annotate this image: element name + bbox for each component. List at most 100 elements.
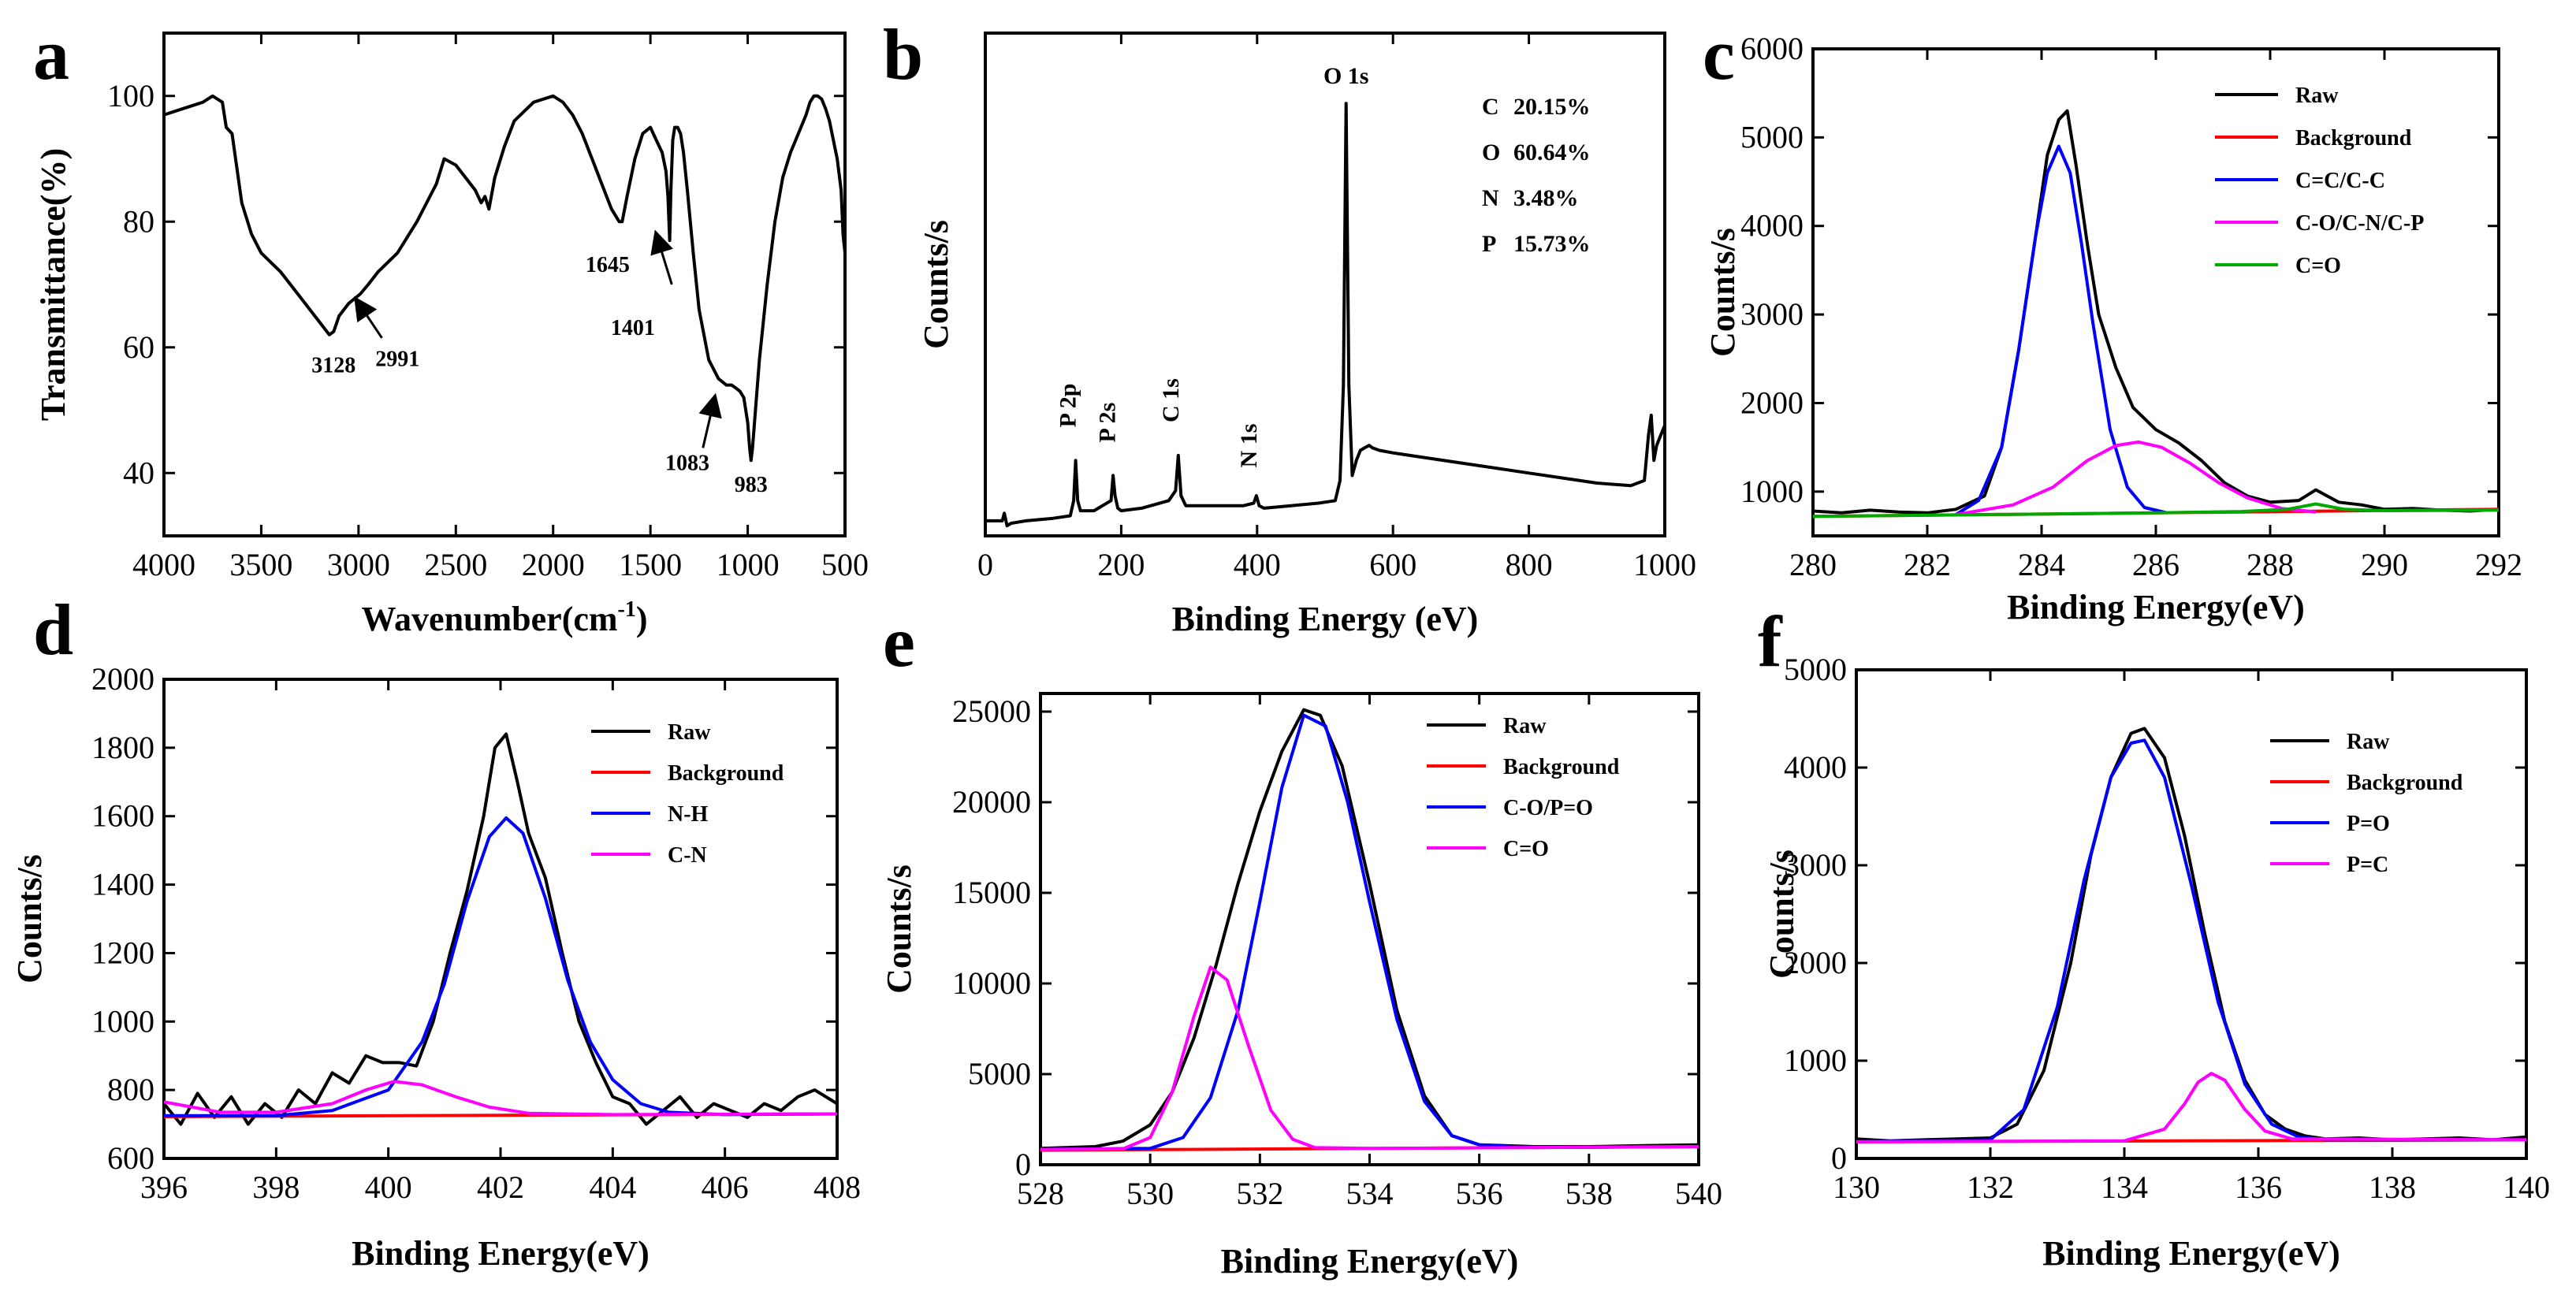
panel-c: c 280 282 284 286 288 290 292 1000 2000 3000 4000 50…	[1703, 14, 2522, 626]
composition-value: 3.48%	[1513, 185, 1579, 211]
panel-letter-f: f	[1758, 601, 1783, 682]
annotation-arrow	[650, 229, 673, 285]
y-tick-label: 15000	[952, 875, 1031, 910]
x-tick-label: 528	[1017, 1176, 1064, 1211]
legend-label: C-O/P=O	[1503, 796, 1593, 820]
y-tick-label: 1000	[1740, 474, 1804, 509]
y-tick-label: 1400	[91, 867, 154, 902]
x-tick-label: 406	[702, 1169, 749, 1205]
x-tick-label: 536	[1456, 1176, 1503, 1211]
composition-element: O	[1482, 139, 1500, 165]
y-tick-label: 3000	[1740, 296, 1804, 332]
y-tick-label: 20000	[952, 784, 1031, 820]
series-group	[985, 102, 1665, 528]
annotation-arrow	[354, 296, 383, 339]
x-tick-label: 400	[1234, 547, 1281, 582]
legend-label: C=O	[1503, 837, 1549, 861]
series-group	[1856, 727, 2526, 1143]
y-tick-label: 0	[1831, 1140, 1847, 1176]
x-tick-label: 1000	[717, 547, 780, 582]
y-axis-title: Counts/s	[1703, 228, 1742, 357]
panel-letter-d: d	[33, 589, 73, 670]
annotation-arrow	[698, 392, 722, 448]
panel-letter-b: b	[883, 14, 923, 95]
y-tick-label: 4000	[1784, 749, 1847, 785]
x-tick-label: 4000	[132, 547, 195, 582]
legend-label: C=O	[2295, 254, 2341, 278]
legend-label: Background	[668, 761, 784, 786]
series-group	[1813, 109, 2499, 519]
y-tick-label: 3000	[1784, 847, 1847, 883]
y-tick-label: 2000	[1784, 945, 1847, 980]
y-tick-label: 100	[107, 78, 154, 113]
y-tick-label: 6000	[1740, 31, 1804, 66]
peak-label: O 1s	[1323, 63, 1369, 89]
y-axis-title: Counts/s	[880, 864, 918, 994]
y-tick-label: 10000	[952, 965, 1031, 1001]
peak-label: N 1s	[1236, 424, 1262, 468]
legend: Raw Background P=O P=C	[2270, 730, 2463, 877]
y-tick-label: 1800	[91, 730, 154, 765]
legend-label: C=C/C-C	[2295, 169, 2385, 193]
legend-label: Background	[2295, 126, 2412, 151]
x-tick-label: 402	[477, 1169, 524, 1205]
x-tick-label: 288	[2247, 547, 2294, 582]
x-tick-label: 2500	[424, 547, 487, 582]
panel-f: f 130 132 134 136 138 140 0 1000 2000 3000 4000 5000…	[1758, 601, 2550, 1273]
x-tick-label: 600	[1369, 547, 1416, 582]
series-line-p-o	[1856, 738, 2526, 1143]
series-group	[164, 732, 837, 1126]
y-axis-title: Counts/s	[917, 220, 955, 349]
series-line-c-o-p-o	[1040, 713, 1699, 1151]
y-tick-label: 0	[1015, 1147, 1031, 1182]
series-line-raw	[164, 732, 837, 1126]
x-tick-label: 398	[252, 1169, 300, 1205]
x-tick-label: 284	[2018, 547, 2065, 582]
series-line-survey	[985, 102, 1665, 528]
composition-value: 15.73%	[1513, 231, 1591, 257]
x-tick-label: 1500	[619, 547, 682, 582]
x-tick-label: 132	[1967, 1169, 2014, 1205]
peak-label: P 2p	[1055, 384, 1081, 428]
y-tick-label: 60	[123, 329, 154, 365]
x-axis-title: Wavenumber(cm-1)	[361, 597, 647, 638]
legend-label: N-H	[668, 802, 709, 827]
y-axis-title: Counts/s	[10, 854, 49, 983]
peak-annotation: 2991	[375, 348, 419, 372]
x-tick-label: 136	[2235, 1169, 2282, 1205]
y-tick-label: 1600	[91, 798, 154, 834]
x-tick-label: 286	[2132, 547, 2180, 582]
composition-value: 60.64%	[1513, 139, 1591, 165]
series-group	[1040, 708, 1699, 1152]
y-tick-label: 5000	[1784, 652, 1847, 687]
x-tick-label: 800	[1506, 547, 1553, 582]
y-tick-label: 5000	[1740, 119, 1804, 154]
y-tick-label: 4000	[1740, 208, 1804, 244]
series-line-c-o	[1040, 965, 1699, 1151]
x-tick-label: 540	[1675, 1176, 1722, 1211]
x-tick-label: 532	[1236, 1176, 1283, 1211]
y-tick-label: 600	[107, 1140, 154, 1176]
panel-b: b 0 200 400 600 800 1000 Binding Energy (eV) Cou…	[883, 14, 1696, 638]
plot-frame	[1855, 668, 2528, 1160]
composition-value: 20.15%	[1513, 94, 1591, 120]
x-tick-label: 290	[2361, 547, 2408, 582]
legend-label: Raw	[2347, 730, 2390, 754]
y-tick-label: 2000	[91, 661, 154, 697]
x-tick-label: 140	[2503, 1169, 2550, 1205]
plot-frame	[1811, 47, 2500, 537]
legend-label: Background	[1503, 755, 1620, 779]
x-axis-title: Binding Energy (eV)	[1172, 600, 1479, 638]
x-tick-label: 2000	[522, 547, 585, 582]
plot-frame	[162, 32, 847, 537]
legend-label: Raw	[668, 720, 711, 745]
legend-label: Raw	[2295, 84, 2339, 108]
legend-label: P=O	[2347, 812, 2390, 836]
legend-label: Raw	[1503, 714, 1547, 738]
legend: Raw Background C-O/P=O C=O	[1427, 714, 1620, 861]
x-axis-title: Binding Energy(eV)	[352, 1234, 650, 1273]
x-axis-title: Binding Energy(eV)	[2007, 588, 2305, 626]
series-line-c-c-c-c	[1955, 144, 2168, 516]
y-tick-label: 80	[123, 203, 154, 239]
